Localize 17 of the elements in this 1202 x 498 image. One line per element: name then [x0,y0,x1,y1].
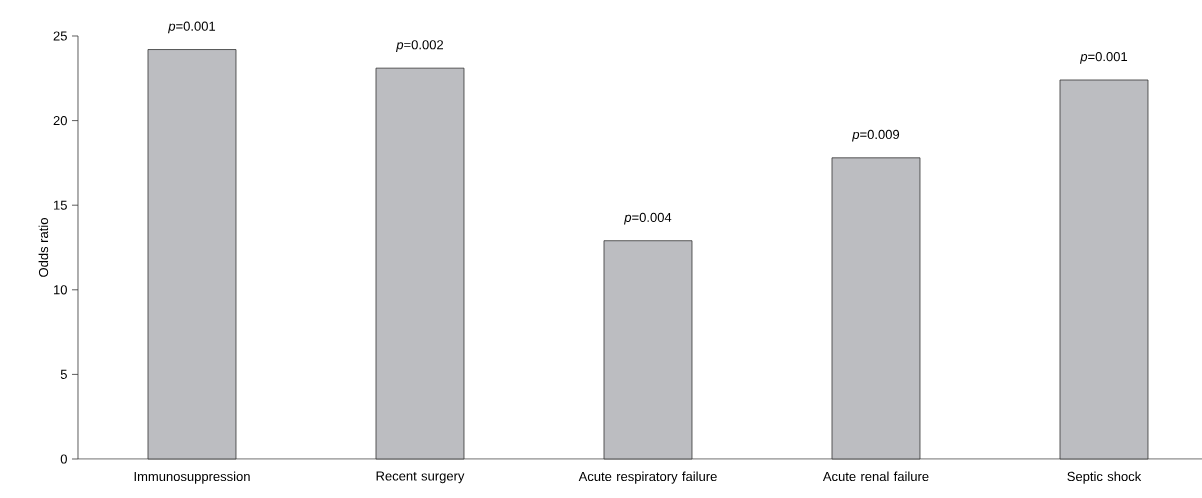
x-tick-label: Immunosuppression [134,471,250,484]
annotation: p=0.009 [851,129,900,142]
annotation: p=0.004 [623,212,672,225]
annotation: p=0.001 [1079,52,1128,64]
y-tick-label: 25 [53,31,67,41]
y-axis-title: Odds ratio [38,218,49,277]
x-tick-label: Acute respiratory failure [578,471,717,484]
x-tick-label: Recent surgery [376,471,465,484]
y-tick-label: 5 [60,369,67,379]
x-tick-label: Septic shock [1067,471,1142,484]
y-tick-label: 10 [53,285,67,295]
y-tick-label: 15 [53,200,67,210]
annotation: p=0.002 [395,40,444,52]
annotation: p=0.001 [167,21,216,34]
x-tick-label: Acute renal failure [822,471,929,482]
y-tick-label: 0 [60,454,67,464]
y-tick-label: 20 [53,115,67,126]
